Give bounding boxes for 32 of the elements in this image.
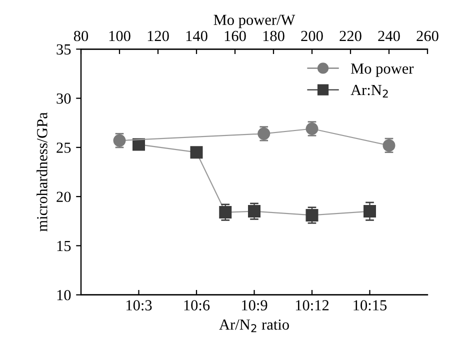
x-axis-title: Ar/N$_{2}$ ratio	[219, 319, 289, 332]
x2-tick-label: 160	[224, 30, 246, 42]
x2-tick-label: 180	[263, 30, 284, 42]
point	[364, 205, 376, 218]
y-tick-label: 35	[56, 44, 71, 55]
y-tick-label: 15	[57, 240, 71, 252]
y-tick-label: 20	[56, 192, 71, 202]
x2-tick-label: 100	[109, 30, 130, 42]
x2-tick-label: 200	[301, 30, 323, 42]
x-tick-label: 10:12	[296, 300, 329, 311]
x-tick-label: 10:9	[242, 300, 268, 311]
x-tick-label: 10:3	[126, 300, 152, 311]
y-tick-label: 30	[56, 93, 71, 104]
legend-label: Mo power	[350, 64, 414, 77]
point	[190, 146, 203, 159]
y-tick-label: 10	[57, 290, 71, 300]
y-tick-label: 25	[56, 142, 71, 153]
point	[132, 138, 145, 151]
x-tick-label: 10:6	[184, 300, 210, 311]
x2-tick-label: 220	[340, 30, 362, 42]
x2-tick-label: 140	[186, 30, 208, 42]
legend-label: Ar:N$_{2}$	[350, 84, 388, 98]
point	[219, 206, 232, 219]
point	[306, 208, 318, 222]
x2-axis-title: Mo power/W	[214, 14, 296, 28]
x2-tick-label: 260	[416, 30, 438, 42]
x2-tick-label: 80	[74, 30, 88, 42]
y-axis-title: microhardness/GPa	[36, 112, 48, 232]
x-tick-label: 10:15	[354, 300, 387, 311]
x2-tick-label: 120	[148, 30, 169, 42]
x2-tick-label: 240	[378, 30, 400, 42]
point	[248, 205, 260, 218]
